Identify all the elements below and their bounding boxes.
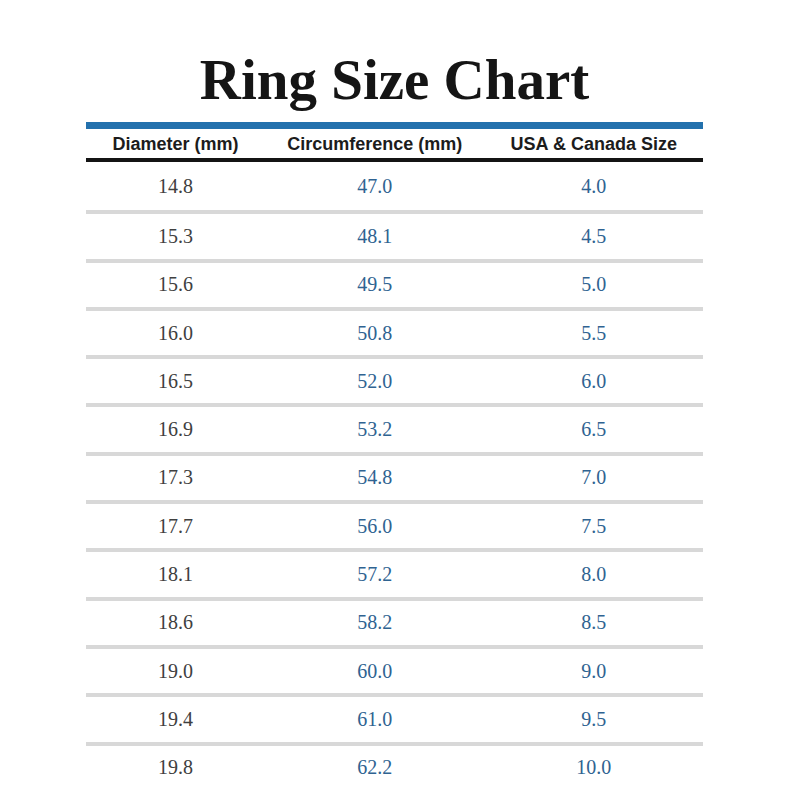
diameter-cell: 19.8 xyxy=(86,756,265,779)
circumference-cell: 62.2 xyxy=(265,756,485,779)
diameter-cell: 15.3 xyxy=(86,225,265,248)
usa-canada-size-cell: 4.5 xyxy=(485,225,703,248)
usa-canada-size-cell: 5.0 xyxy=(485,273,703,296)
circumference-cell: 54.8 xyxy=(265,466,485,489)
circumference-cell: 50.8 xyxy=(265,322,485,345)
table-row: 19.862.210.0 xyxy=(86,742,703,790)
diameter-cell: 16.5 xyxy=(86,370,265,393)
usa-canada-size-cell: 7.5 xyxy=(485,515,703,538)
accent-bar xyxy=(86,122,703,129)
usa-canada-size-cell: 6.0 xyxy=(485,370,703,393)
table-row: 15.348.14.5 xyxy=(86,210,703,258)
table-row: 19.060.09.0 xyxy=(86,645,703,693)
page-title: Ring Size Chart xyxy=(86,48,703,112)
usa-canada-size-cell: 5.5 xyxy=(485,322,703,345)
diameter-cell: 19.0 xyxy=(86,660,265,683)
table-row: 19.461.09.5 xyxy=(86,693,703,741)
diameter-cell: 18.6 xyxy=(86,611,265,634)
usa-canada-size-cell: 9.0 xyxy=(485,660,703,683)
circumference-cell: 56.0 xyxy=(265,515,485,538)
circumference-cell: 57.2 xyxy=(265,563,485,586)
table-body: 14.847.04.015.348.14.515.649.55.016.050.… xyxy=(86,162,703,790)
usa-canada-size-cell: 7.0 xyxy=(485,466,703,489)
diameter-cell: 14.8 xyxy=(86,175,265,198)
circumference-cell: 52.0 xyxy=(265,370,485,393)
table-row: 14.847.04.0 xyxy=(86,162,703,210)
table-row: 15.649.55.0 xyxy=(86,259,703,307)
circumference-cell: 61.0 xyxy=(265,708,485,731)
usa-canada-size-cell: 8.5 xyxy=(485,611,703,634)
usa-canada-size-cell: 10.0 xyxy=(485,756,703,779)
usa-canada-size-cell: 6.5 xyxy=(485,418,703,441)
diameter-cell: 15.6 xyxy=(86,273,265,296)
diameter-cell: 17.3 xyxy=(86,466,265,489)
table-header-row: Diameter (mm) Circumference (mm) USA & C… xyxy=(86,131,703,157)
table-row: 17.756.07.5 xyxy=(86,500,703,548)
diameter-cell: 19.4 xyxy=(86,708,265,731)
usa-canada-size-cell: 8.0 xyxy=(485,563,703,586)
table-row: 18.658.28.5 xyxy=(86,597,703,645)
circumference-cell: 58.2 xyxy=(265,611,485,634)
diameter-cell: 18.1 xyxy=(86,563,265,586)
circumference-cell: 49.5 xyxy=(265,273,485,296)
circumference-cell: 47.0 xyxy=(265,175,485,198)
table-row: 16.552.06.0 xyxy=(86,355,703,403)
circumference-cell: 60.0 xyxy=(265,660,485,683)
diameter-cell: 16.0 xyxy=(86,322,265,345)
table-row: 16.953.26.5 xyxy=(86,403,703,451)
diameter-cell: 16.9 xyxy=(86,418,265,441)
diameter-cell: 17.7 xyxy=(86,515,265,538)
usa-canada-size-cell: 4.0 xyxy=(485,175,703,198)
circumference-cell: 48.1 xyxy=(265,225,485,248)
usa-canada-size-cell: 9.5 xyxy=(485,708,703,731)
table-row: 18.157.28.0 xyxy=(86,548,703,596)
column-header-usa-canada-size: USA & Canada Size xyxy=(485,134,703,155)
circumference-cell: 53.2 xyxy=(265,418,485,441)
column-header-diameter: Diameter (mm) xyxy=(86,134,265,155)
table-row: 16.050.85.5 xyxy=(86,307,703,355)
column-header-circumference: Circumference (mm) xyxy=(265,134,485,155)
table-row: 17.354.87.0 xyxy=(86,452,703,500)
